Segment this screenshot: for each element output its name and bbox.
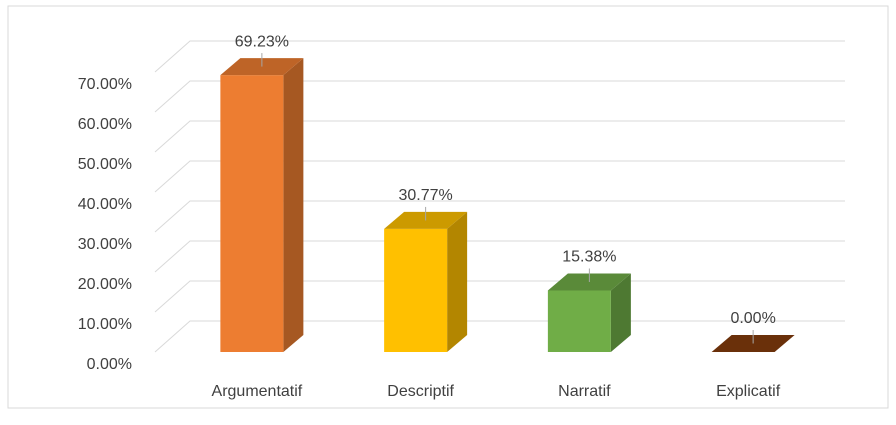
y-tick-label: 30.00% — [78, 236, 132, 253]
bar — [384, 211, 468, 352]
grid-line — [154, 120, 845, 153]
data-label: 15.38% — [562, 249, 616, 266]
grid-line — [154, 80, 845, 113]
y-tick-label: 40.00% — [78, 196, 132, 213]
grid-line — [154, 240, 845, 273]
x-tick-label: Argumentatif — [212, 383, 303, 400]
x-tick-label: Explicatif — [716, 383, 781, 400]
x-tick-label: Descriptif — [387, 383, 454, 400]
bar-side — [610, 273, 631, 352]
y-tick-label: 70.00% — [78, 76, 132, 93]
grid-line — [154, 160, 845, 193]
grid-line — [154, 200, 845, 233]
data-label: 69.23% — [235, 33, 289, 50]
bar — [547, 273, 631, 352]
y-tick-label: 10.00% — [78, 316, 132, 333]
bar-front — [384, 228, 448, 352]
bar-front — [547, 290, 611, 352]
data-label: 30.77% — [398, 187, 452, 204]
y-tick-label: 0.00% — [87, 356, 132, 373]
y-tick-label: 20.00% — [78, 276, 132, 293]
bar-side — [283, 58, 304, 352]
y-tick-label: 60.00% — [78, 116, 132, 133]
bar-side — [447, 211, 468, 352]
y-tick-label: 50.00% — [78, 156, 132, 173]
bar — [220, 58, 304, 352]
chart-frame — [7, 5, 889, 409]
x-tick-label: Narratif — [558, 383, 611, 400]
data-label: 0.00% — [730, 310, 775, 327]
bar-front — [220, 75, 284, 352]
grid-line — [154, 40, 845, 73]
